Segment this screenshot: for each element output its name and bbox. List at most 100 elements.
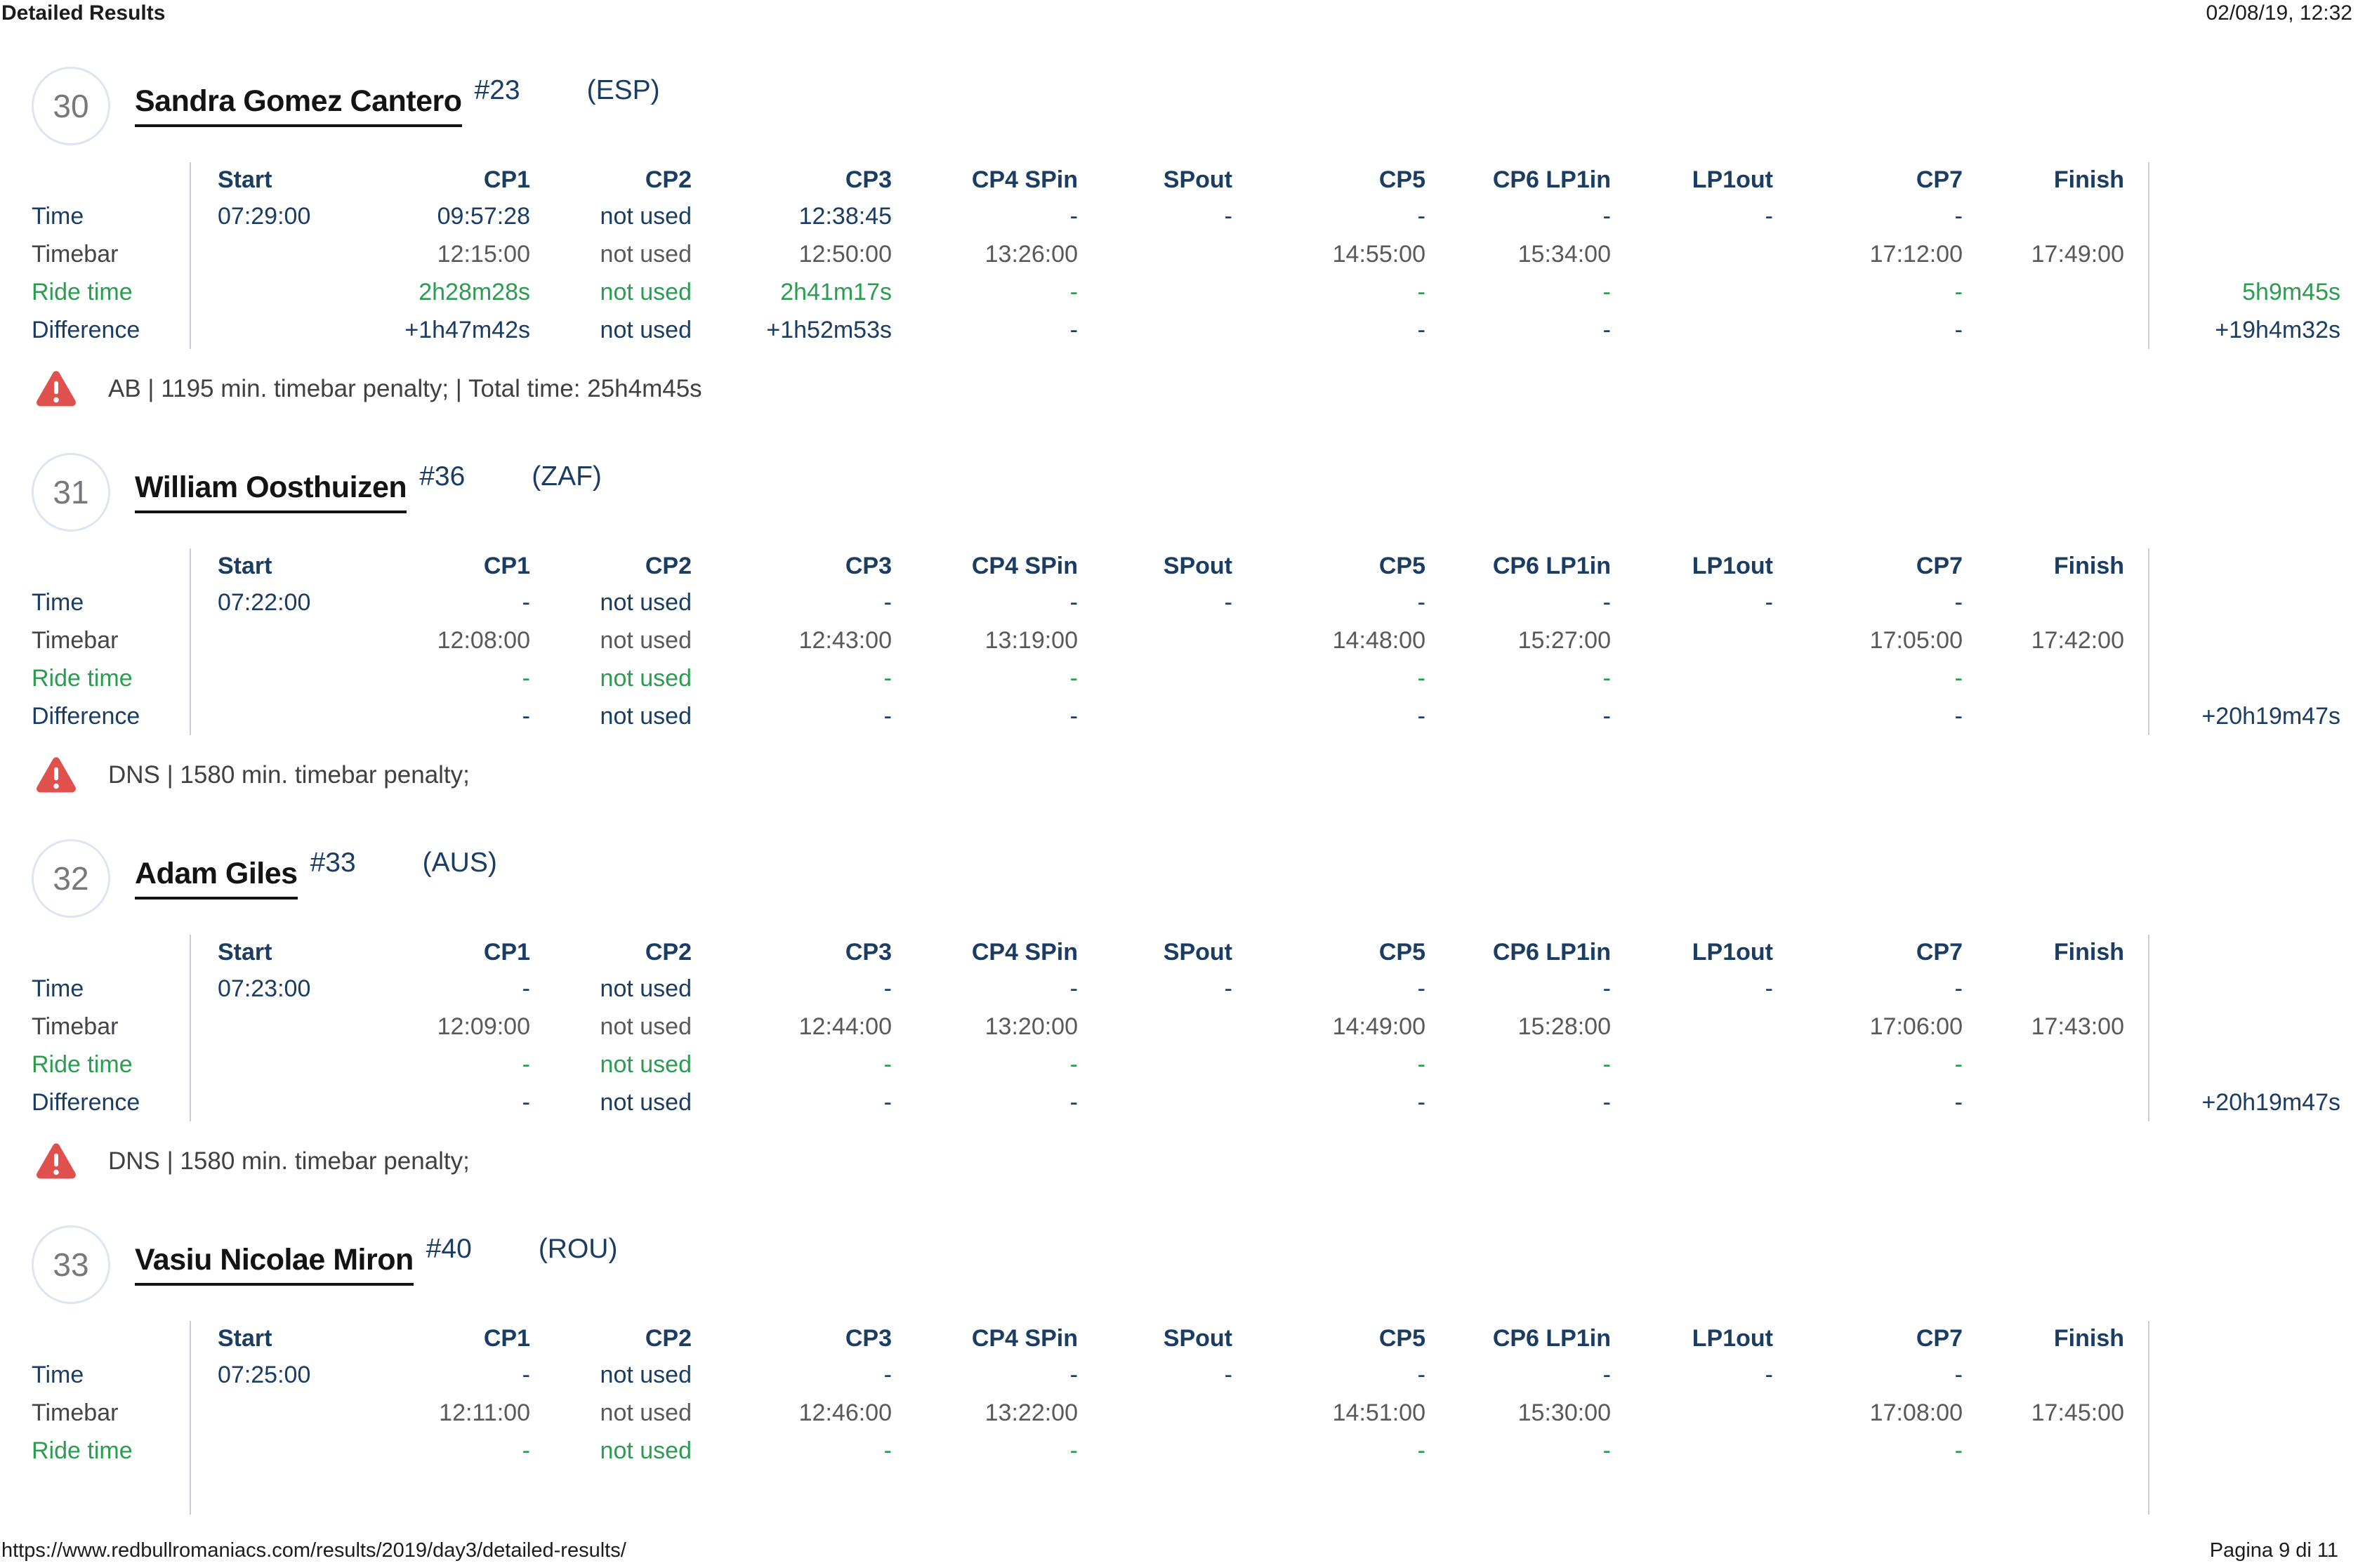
column-header: CP3 <box>845 938 892 966</box>
rank-badge: 31 <box>32 452 110 532</box>
column-header: LP1out <box>1692 938 1773 966</box>
cell-value: not used <box>600 975 692 1002</box>
cell-value: - <box>1602 278 1611 305</box>
page-number: Pagina 9 di 11 <box>2209 1539 2338 1562</box>
rider-header: 33 Vasiu Nicolae Miron #40 (ROU) <box>32 1224 2340 1305</box>
cell-value: 15:28:00 <box>1517 1013 1611 1040</box>
cell-value: - <box>1417 1050 1425 1078</box>
cell-value <box>191 621 393 659</box>
cell-value: - <box>1417 702 1425 730</box>
row-total: +20h19m47s <box>2148 1083 2340 1121</box>
cell-value: 14:55:00 <box>1332 240 1425 268</box>
cell-value: 2h28m28s <box>419 278 530 305</box>
cell-value: - <box>883 588 892 616</box>
cell-value: - <box>1954 278 1963 305</box>
row-label: Ride time <box>32 1046 191 1083</box>
cell-value: - <box>522 664 530 692</box>
cell-value <box>191 1046 393 1083</box>
rider-header: 32 Adam Giles #33 (AUS) <box>32 838 2340 918</box>
cell-value: 15:27:00 <box>1517 626 1611 654</box>
column-header: CP2 <box>645 552 692 579</box>
cell-value: - <box>1765 588 1773 616</box>
cell-value: 15:34:00 <box>1517 240 1611 268</box>
cell-value: - <box>1069 702 1078 730</box>
filler-cell <box>530 1470 692 1515</box>
cell-value <box>1611 273 1773 311</box>
cell-value: not used <box>600 1088 692 1116</box>
cell-value <box>1078 311 1232 349</box>
cell-value: - <box>522 1361 530 1388</box>
cell-value: - <box>1954 975 1963 1002</box>
rider-country: (AUS) <box>422 848 497 878</box>
gap-cell <box>2124 1046 2148 1083</box>
cell-value: not used <box>600 1399 692 1426</box>
cell-value: - <box>522 1050 530 1078</box>
cell-value <box>1963 197 2124 235</box>
cell-value: - <box>1224 202 1232 230</box>
row-label: Ride time <box>32 273 191 311</box>
row-total: +19h4m32s <box>2148 311 2340 349</box>
filler-cell <box>32 1470 191 1515</box>
cell-value: 13:26:00 <box>984 240 1078 268</box>
cell-value: - <box>522 702 530 730</box>
cell-value: 07:23:00 <box>218 975 311 1002</box>
cell-value: - <box>1069 588 1078 616</box>
column-header: CP5 <box>1378 166 1425 193</box>
rank-badge: 32 <box>32 838 110 918</box>
cell-value: 14:48:00 <box>1332 626 1425 654</box>
column-header: CP3 <box>845 552 892 579</box>
cell-value: - <box>1602 316 1611 343</box>
cell-value: not used <box>600 278 692 305</box>
cell-value: 17:08:00 <box>1869 1399 1963 1426</box>
column-header: CP1 <box>483 938 530 966</box>
column-header: SPout <box>1163 938 1232 966</box>
checkpoint-table: Start CP1 CP2 CP3 CP4 SPin SPout CP5 CP6 LP1in L… <box>32 935 2340 1121</box>
gap-cell <box>2124 1083 2148 1121</box>
cell-value <box>191 1432 393 1470</box>
filler-cell <box>692 1470 892 1515</box>
cell-value: not used <box>600 1361 692 1388</box>
cell-value: - <box>1602 975 1611 1002</box>
row-label: Timebar <box>32 621 191 659</box>
cell-value: not used <box>600 664 692 692</box>
column-header: LP1out <box>1692 166 1773 193</box>
total-header-cell <box>2148 162 2340 197</box>
row-label: Timebar <box>32 1008 191 1046</box>
cell-value <box>1078 1432 1232 1470</box>
corner-cell <box>32 162 191 197</box>
row-label: Time <box>32 970 191 1008</box>
page-footer: https://www.redbullromaniacs.com/results… <box>1 1539 2338 1562</box>
cell-value: - <box>883 1050 892 1078</box>
filler-cell <box>2124 1470 2148 1515</box>
cell-value: - <box>1417 664 1425 692</box>
row-total <box>2148 970 2340 1008</box>
cell-value <box>1963 970 2124 1008</box>
cell-value <box>1611 1083 1773 1121</box>
column-header: CP4 SPin <box>971 1324 1078 1352</box>
corner-cell <box>32 1321 191 1356</box>
cell-value <box>1963 584 2124 621</box>
penalty-text: DNS | 1580 min. timebar penalty; <box>108 761 470 789</box>
alert-triangle-icon <box>37 756 76 792</box>
cell-value: - <box>1954 1050 1963 1078</box>
cell-value <box>1611 235 1773 273</box>
cell-value: - <box>1765 202 1773 230</box>
gap-cell <box>2124 1394 2148 1432</box>
cell-value <box>1611 1432 1773 1470</box>
cell-value <box>1078 659 1232 697</box>
total-header-cell <box>2148 1321 2340 1356</box>
filler-cell <box>2148 1470 2340 1515</box>
row-label: Difference <box>32 311 191 349</box>
cell-value: 17:06:00 <box>1869 1013 1963 1040</box>
cell-value: 13:20:00 <box>984 1013 1078 1040</box>
cell-value: - <box>1765 1361 1773 1388</box>
penalty-warning: DNS | 1580 min. timebar penalty; <box>35 1140 2340 1183</box>
column-header: CP4 SPin <box>971 938 1078 966</box>
row-total <box>2148 659 2340 697</box>
cell-value: 12:09:00 <box>437 1013 530 1040</box>
cell-value: - <box>1954 202 1963 230</box>
cell-value <box>1611 311 1773 349</box>
row-total <box>2148 197 2340 235</box>
cell-value: 12:11:00 <box>439 1399 530 1426</box>
row-label: Difference <box>32 1083 191 1121</box>
